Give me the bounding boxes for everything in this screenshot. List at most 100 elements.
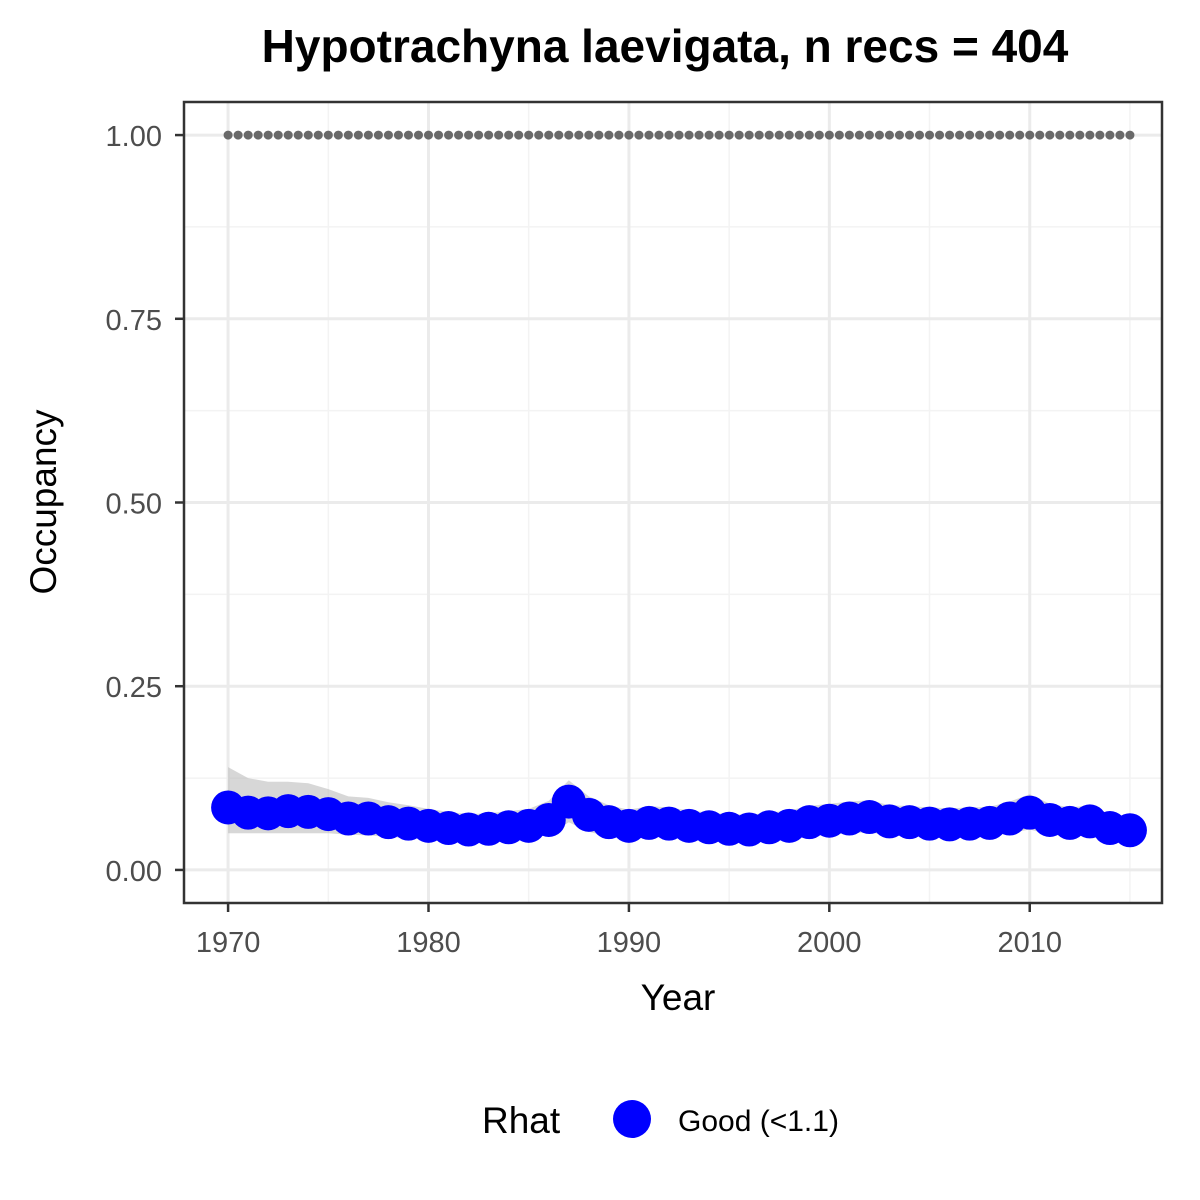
- legend: Rhat Good (<1.1): [482, 1100, 839, 1141]
- occupancy-points: [211, 784, 1147, 848]
- x-tick-label: 2010: [997, 927, 1062, 959]
- reference-point: [704, 130, 714, 140]
- upper-reference-series: [223, 130, 1135, 140]
- reference-point: [624, 130, 634, 140]
- x-axis-title: Year: [641, 977, 716, 1018]
- reference-point: [554, 130, 564, 140]
- reference-point: [754, 130, 764, 140]
- chart-title: Hypotrachyna laevigata, n recs = 404: [262, 20, 1069, 72]
- reference-point: [484, 130, 494, 140]
- reference-point: [724, 130, 734, 140]
- reference-point: [1025, 130, 1035, 140]
- reference-point: [774, 130, 784, 140]
- reference-point: [504, 130, 514, 140]
- reference-point: [444, 130, 454, 140]
- reference-point: [353, 130, 363, 140]
- reference-point: [884, 130, 894, 140]
- x-tick-label: 1990: [597, 927, 662, 959]
- reference-point: [614, 130, 624, 140]
- reference-point: [303, 130, 313, 140]
- reference-point: [393, 130, 403, 140]
- reference-point: [1065, 130, 1075, 140]
- reference-point: [1125, 130, 1135, 140]
- reference-point: [804, 130, 814, 140]
- reference-point: [925, 130, 935, 140]
- reference-point: [814, 130, 824, 140]
- reference-point: [434, 130, 444, 140]
- reference-point: [894, 130, 904, 140]
- reference-point: [283, 130, 293, 140]
- reference-point: [854, 130, 864, 140]
- reference-point: [634, 130, 644, 140]
- reference-point: [594, 130, 604, 140]
- reference-point: [333, 130, 343, 140]
- reference-point: [233, 130, 243, 140]
- reference-point: [714, 130, 724, 140]
- reference-point: [413, 130, 423, 140]
- reference-point: [744, 130, 754, 140]
- reference-point: [664, 130, 674, 140]
- reference-point: [654, 130, 664, 140]
- x-tick-label: 2000: [797, 927, 862, 959]
- reference-point: [1045, 130, 1055, 140]
- y-tick-label: 0.75: [106, 305, 162, 337]
- reference-point: [864, 130, 874, 140]
- x-tick-label: 1970: [196, 927, 261, 959]
- reference-point: [784, 130, 794, 140]
- reference-point: [674, 130, 684, 140]
- reference-point: [514, 130, 524, 140]
- reference-point: [424, 130, 433, 140]
- reference-point: [584, 130, 594, 140]
- y-axis-title: Occupancy: [23, 409, 64, 595]
- y-tick-label: 0.25: [106, 672, 162, 704]
- reference-point: [965, 130, 975, 140]
- y-axis: 0.00 0.25 0.50 0.75 1.00: [106, 121, 184, 888]
- reference-point: [223, 130, 233, 140]
- reference-point: [764, 130, 774, 140]
- y-tick-label: 1.00: [106, 121, 162, 153]
- reference-point: [915, 130, 925, 140]
- reference-point: [273, 130, 283, 140]
- reference-point: [734, 130, 744, 140]
- reference-point: [243, 130, 253, 140]
- data-point: [1112, 813, 1147, 848]
- reference-point: [464, 130, 474, 140]
- reference-point: [955, 130, 965, 140]
- reference-point: [524, 130, 534, 140]
- reference-point: [604, 130, 614, 140]
- x-tick-label: 1980: [396, 927, 461, 959]
- reference-point: [1115, 130, 1125, 140]
- reference-point: [844, 130, 854, 140]
- reference-point: [1085, 130, 1095, 140]
- reference-point: [403, 130, 413, 140]
- reference-point: [454, 130, 464, 140]
- reference-point: [1015, 130, 1025, 140]
- reference-point: [1095, 130, 1105, 140]
- reference-point: [985, 130, 995, 140]
- reference-point: [834, 130, 844, 140]
- reference-point: [474, 130, 484, 140]
- reference-point: [1105, 130, 1115, 140]
- legend-swatch-good: [613, 1100, 651, 1138]
- reference-point: [313, 130, 323, 140]
- reference-point: [373, 130, 383, 140]
- reference-point: [644, 130, 654, 140]
- reference-point: [684, 130, 694, 140]
- reference-point: [253, 130, 263, 140]
- reference-point: [975, 130, 985, 140]
- y-tick-label: 0.00: [106, 856, 162, 888]
- reference-point: [694, 130, 704, 140]
- reference-point: [995, 130, 1005, 140]
- reference-point: [1035, 130, 1045, 140]
- reference-point: [904, 130, 914, 140]
- reference-point: [574, 130, 584, 140]
- reference-point: [824, 130, 834, 140]
- x-axis: 1970 1980 1990 2000 2010: [196, 903, 1062, 959]
- reference-point: [534, 130, 544, 140]
- reference-point: [935, 130, 945, 140]
- reference-point: [494, 130, 504, 140]
- reference-point: [323, 130, 333, 140]
- reference-point: [1005, 130, 1015, 140]
